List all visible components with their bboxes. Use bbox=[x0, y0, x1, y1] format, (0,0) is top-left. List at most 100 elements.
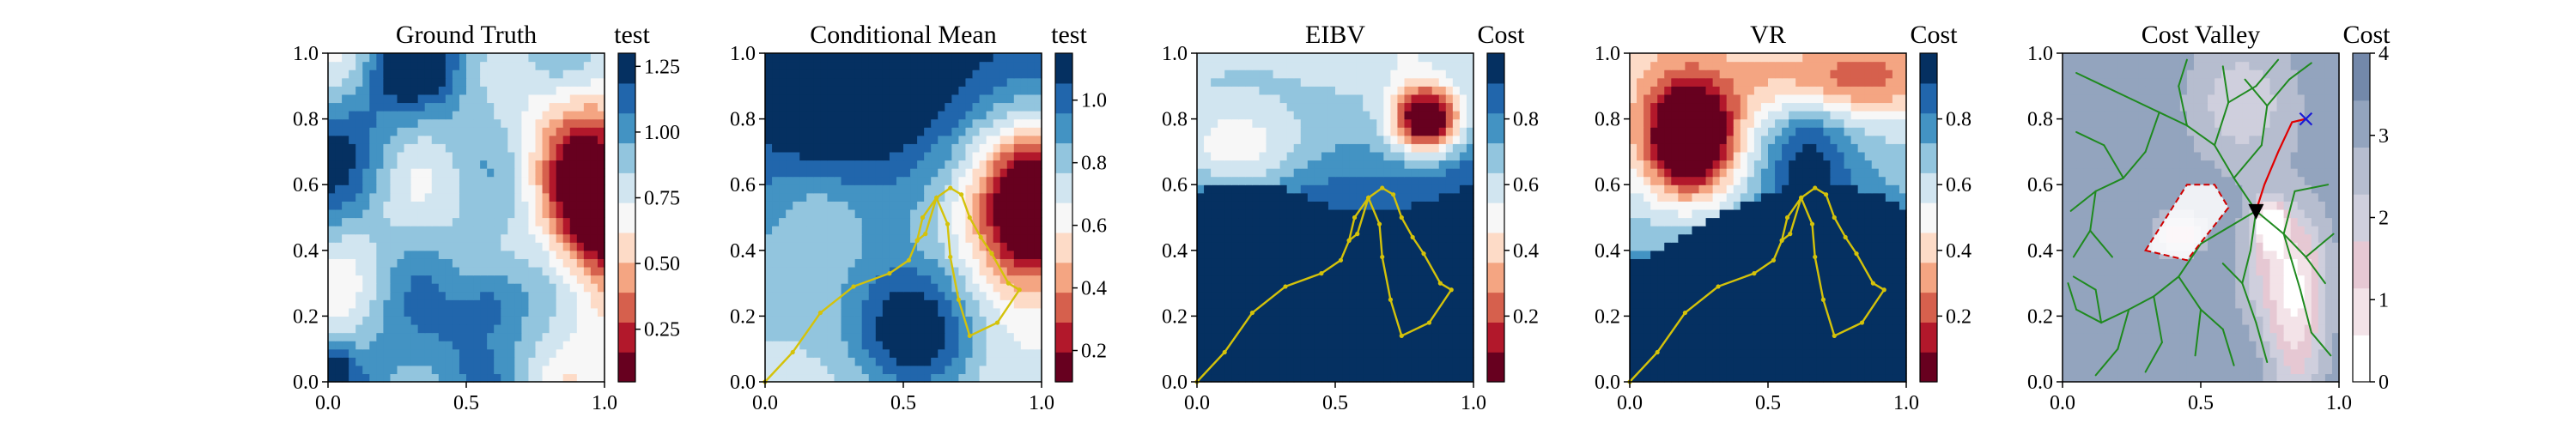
heatmap-cell bbox=[349, 69, 356, 79]
heatmap-cell bbox=[583, 299, 592, 309]
heatmap-cell bbox=[979, 307, 987, 317]
heatmap-cell bbox=[999, 373, 1008, 383]
heatmap-cell bbox=[1211, 143, 1218, 153]
heatmap-cell bbox=[480, 316, 488, 325]
heatmap-cell bbox=[993, 176, 1001, 185]
heatmap-cell bbox=[965, 233, 974, 243]
heatmap-cell bbox=[342, 176, 349, 185]
heatmap-cell bbox=[896, 258, 904, 268]
heatmap-cell bbox=[417, 348, 426, 358]
heatmap-cell bbox=[1204, 176, 1212, 185]
heatmap-cell bbox=[1349, 250, 1357, 259]
heatmap-cell bbox=[1431, 233, 1440, 243]
heatmap-cell bbox=[1418, 233, 1426, 243]
heatmap-cell bbox=[1425, 118, 1433, 128]
heatmap-cell bbox=[1034, 233, 1042, 243]
heatmap-cell bbox=[1314, 69, 1322, 79]
heatmap-cell bbox=[813, 275, 821, 284]
heatmap-cell bbox=[562, 316, 571, 325]
heatmap-cell bbox=[542, 102, 550, 112]
heatmap-cell bbox=[1218, 86, 1225, 95]
heatmap-cell bbox=[1197, 242, 1205, 251]
heatmap-cell bbox=[1356, 323, 1364, 334]
heatmap-cell bbox=[1466, 184, 1474, 194]
heatmap-cell bbox=[972, 266, 981, 276]
heatmap-cell bbox=[494, 283, 501, 293]
heatmap-cell bbox=[861, 365, 870, 375]
heatmap-cell bbox=[1459, 77, 1467, 87]
colorbar-tick-label: 1.00 bbox=[644, 122, 680, 144]
heatmap-cell bbox=[1411, 135, 1419, 144]
heatmap-cell bbox=[535, 208, 544, 219]
heatmap-cell bbox=[938, 94, 945, 104]
heatmap-cell bbox=[1452, 111, 1461, 120]
heatmap-cell bbox=[507, 184, 515, 194]
heatmap-cell bbox=[917, 151, 925, 161]
heatmap-cell bbox=[924, 357, 932, 366]
heatmap-cell bbox=[562, 201, 571, 210]
heatmap-cell bbox=[1445, 208, 1454, 219]
heatmap-cell bbox=[355, 341, 363, 350]
heatmap-cell bbox=[1459, 341, 1467, 350]
heatmap-cell bbox=[514, 127, 522, 136]
heatmap-cell bbox=[896, 151, 904, 161]
heatmap-cell bbox=[1245, 69, 1253, 79]
heatmap-cell bbox=[556, 357, 564, 366]
heatmap-cell bbox=[328, 373, 336, 383]
heatmap-cell bbox=[507, 86, 515, 95]
heatmap-cell bbox=[799, 201, 807, 210]
heatmap-cell bbox=[1356, 127, 1364, 136]
heatmap-cell bbox=[999, 323, 1008, 334]
heatmap-cell bbox=[438, 118, 447, 128]
heatmap-cell bbox=[827, 176, 835, 185]
heatmap-cell bbox=[1383, 208, 1391, 219]
heatmap-cell bbox=[521, 61, 530, 70]
heatmap-cell bbox=[1459, 151, 1467, 161]
heatmap-cell bbox=[328, 299, 336, 309]
heatmap-cell bbox=[1300, 77, 1309, 87]
path-point bbox=[948, 185, 953, 190]
heatmap-cell bbox=[569, 102, 578, 112]
heatmap-cell bbox=[896, 291, 904, 300]
heatmap-cell bbox=[1218, 53, 1225, 63]
colorbar-band bbox=[618, 53, 635, 84]
heatmap-cell bbox=[1204, 94, 1212, 104]
heatmap-cell bbox=[355, 160, 363, 169]
heatmap-cell bbox=[501, 176, 508, 185]
heatmap-cell bbox=[917, 341, 925, 350]
heatmap-cell bbox=[1383, 118, 1391, 128]
heatmap-cell bbox=[1204, 53, 1212, 63]
heatmap-cell bbox=[1307, 365, 1315, 375]
heatmap-cell bbox=[1356, 61, 1364, 70]
heatmap-cell bbox=[965, 118, 974, 128]
heatmap-cell bbox=[1390, 233, 1399, 243]
heatmap-cell bbox=[1327, 151, 1336, 161]
heatmap-cell bbox=[528, 201, 537, 210]
heatmap-cell bbox=[1349, 176, 1357, 185]
heatmap-cell bbox=[1425, 332, 1433, 341]
heatmap-cell bbox=[993, 275, 1001, 284]
heatmap-cell bbox=[1335, 250, 1343, 259]
heatmap-cell bbox=[1327, 111, 1336, 120]
heatmap-cell bbox=[424, 332, 433, 341]
heatmap-cell bbox=[562, 332, 571, 341]
heatmap-cell bbox=[979, 192, 987, 202]
heatmap-cell bbox=[1466, 242, 1474, 251]
heatmap-cell bbox=[1224, 323, 1232, 334]
heatmap-cell bbox=[542, 357, 550, 366]
heatmap-cell bbox=[1211, 184, 1218, 194]
heatmap-cell bbox=[854, 323, 863, 334]
heatmap-cell bbox=[576, 208, 585, 219]
heatmap-cell bbox=[514, 291, 522, 300]
path-point bbox=[1352, 214, 1358, 221]
heatmap-cell bbox=[1238, 233, 1246, 243]
heatmap-cell bbox=[1218, 102, 1225, 112]
heatmap-cell bbox=[1452, 118, 1461, 128]
heatmap-cell bbox=[979, 69, 987, 79]
heatmap-cell bbox=[868, 143, 877, 153]
heatmap-cell bbox=[1314, 143, 1322, 153]
heatmap-cell bbox=[868, 341, 877, 350]
heatmap-cell bbox=[1252, 168, 1261, 178]
heatmap-cell bbox=[882, 160, 890, 169]
heatmap-cell bbox=[1327, 127, 1336, 136]
